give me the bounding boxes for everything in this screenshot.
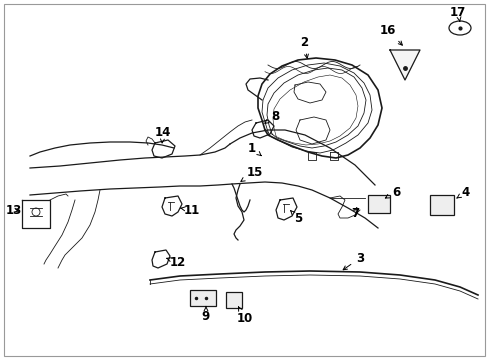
Text: 7: 7	[350, 207, 358, 220]
Polygon shape	[389, 50, 419, 80]
Text: 8: 8	[264, 109, 279, 123]
Text: 16: 16	[379, 23, 402, 45]
Text: 1: 1	[247, 141, 261, 156]
FancyBboxPatch shape	[190, 290, 216, 306]
FancyBboxPatch shape	[367, 195, 389, 213]
Text: 17: 17	[449, 5, 465, 21]
Text: 15: 15	[241, 166, 263, 181]
Text: 10: 10	[236, 307, 253, 325]
Text: 4: 4	[456, 185, 469, 198]
Text: 14: 14	[155, 126, 171, 143]
FancyBboxPatch shape	[225, 292, 242, 308]
FancyBboxPatch shape	[429, 195, 453, 215]
Text: 11: 11	[181, 203, 200, 216]
Text: 3: 3	[343, 252, 364, 270]
Text: 12: 12	[166, 256, 186, 269]
Text: 6: 6	[385, 185, 399, 198]
Text: 5: 5	[290, 211, 302, 225]
Text: 13: 13	[6, 203, 22, 216]
Text: 2: 2	[299, 36, 308, 58]
Text: 9: 9	[202, 307, 210, 323]
